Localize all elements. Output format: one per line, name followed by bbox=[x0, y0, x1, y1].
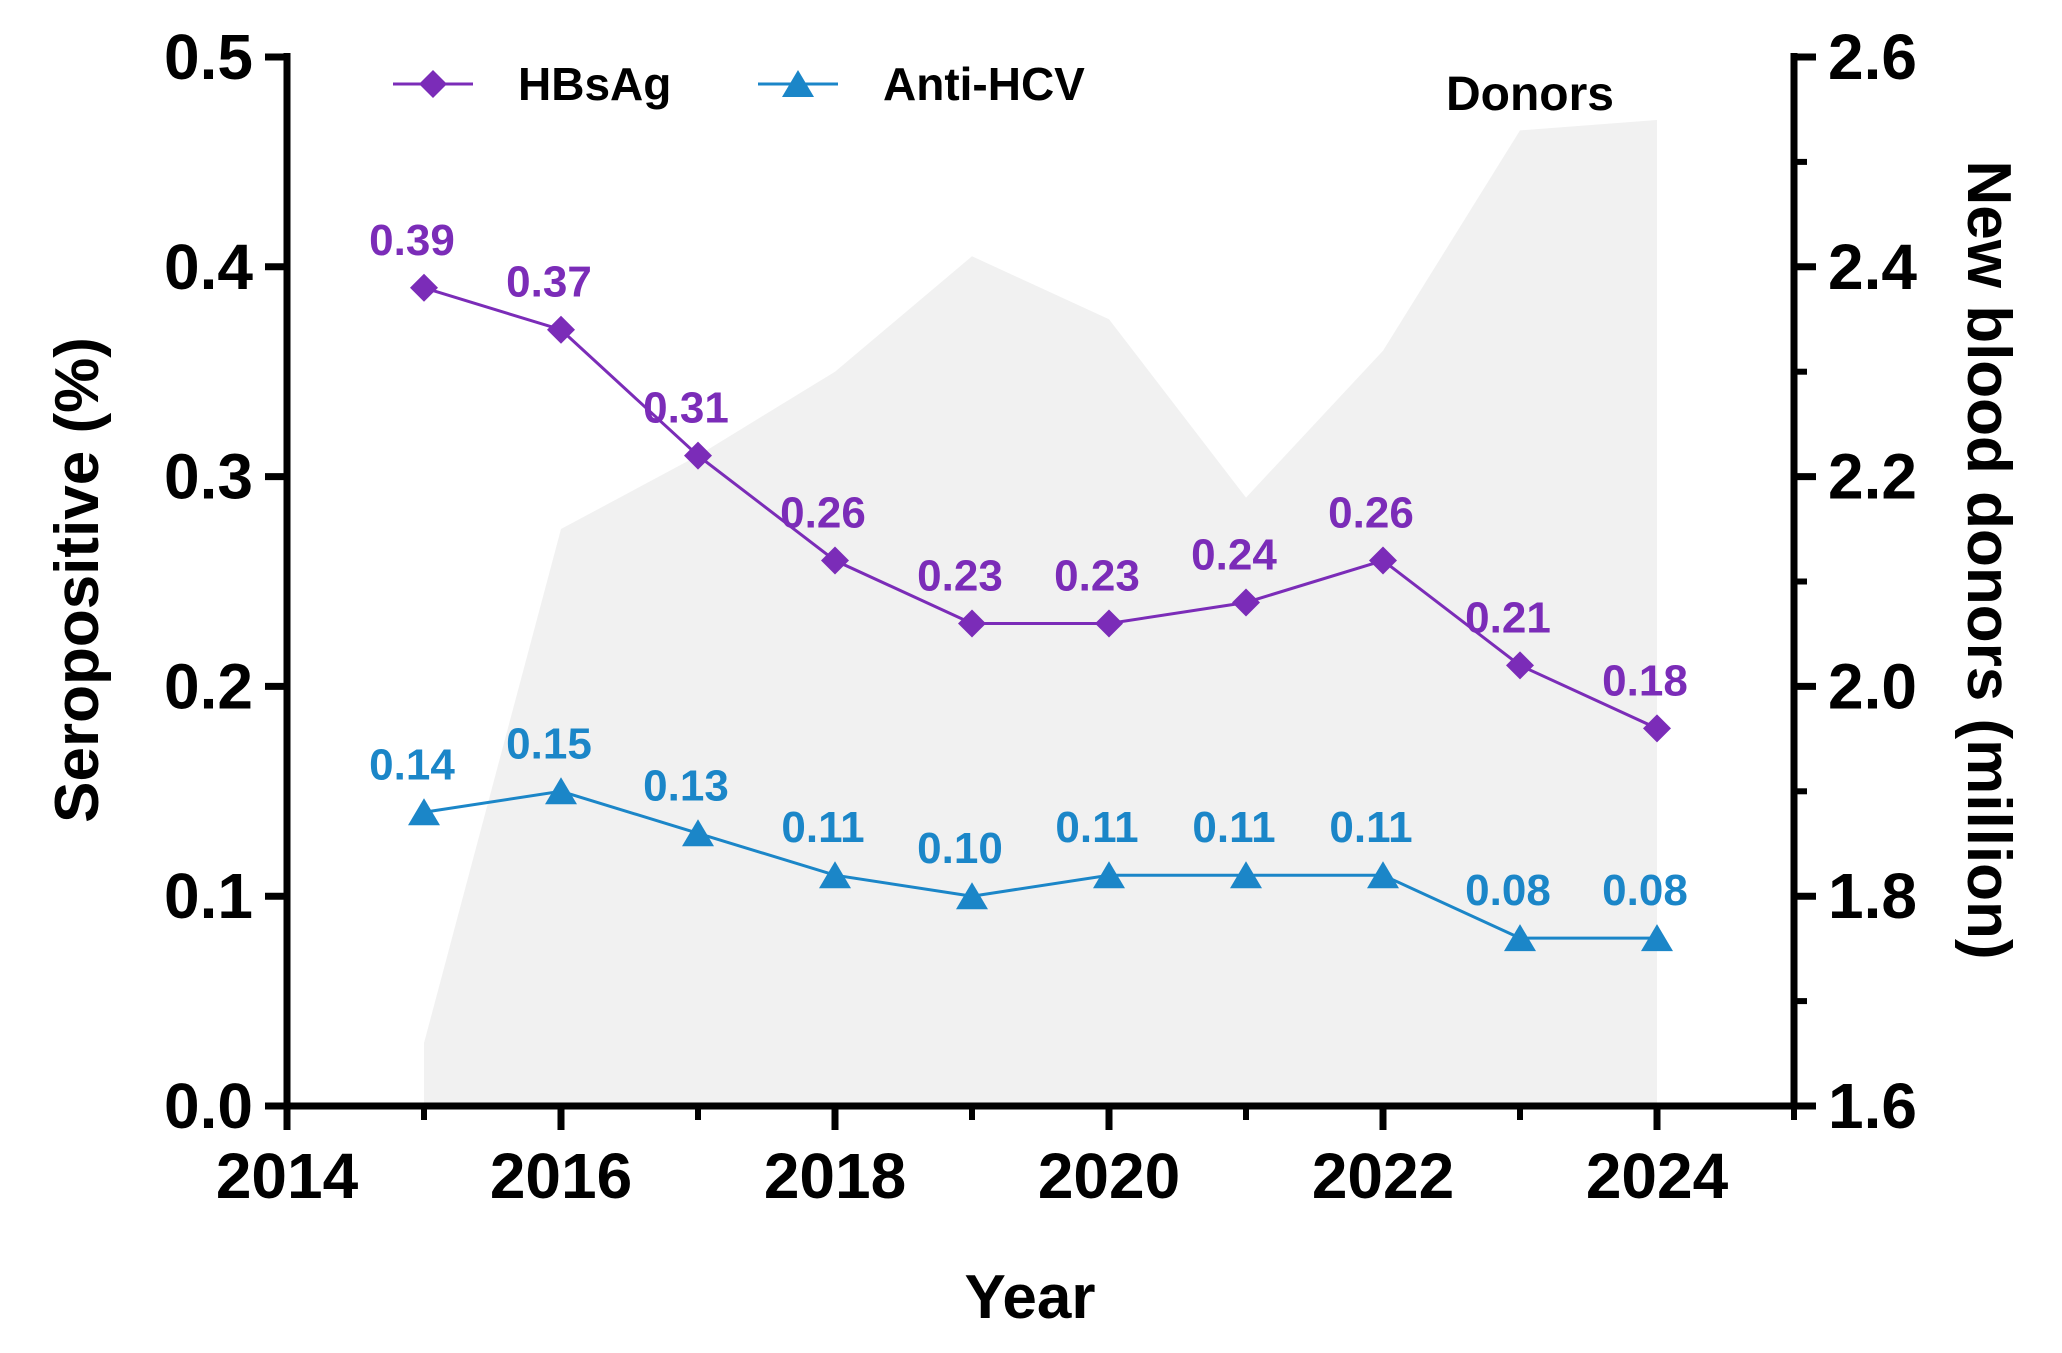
anti-hcv-data-label: 0.10 bbox=[917, 824, 1003, 873]
anti-hcv-data-label: 0.08 bbox=[1465, 866, 1551, 915]
hbsag-data-label: 0.18 bbox=[1602, 656, 1688, 705]
hbsag-data-label: 0.37 bbox=[506, 258, 592, 307]
anti-hcv-point bbox=[1093, 861, 1125, 889]
x-tick-label: 2016 bbox=[490, 1140, 632, 1212]
legend-anti-hcv-marker bbox=[782, 70, 814, 97]
hbsag-point bbox=[958, 609, 986, 638]
hbsag-line bbox=[423, 286, 1658, 730]
y2-tick-label: 1.6 bbox=[1828, 1070, 1917, 1142]
hbsag-data-label: 0.23 bbox=[917, 551, 1003, 600]
y-tick-label: 0.4 bbox=[164, 231, 253, 303]
hbsag-point bbox=[1369, 546, 1397, 575]
donors-area-label: Donors bbox=[1446, 68, 1614, 121]
anti-hcv-point bbox=[1230, 861, 1262, 889]
x-tick-label: 2014 bbox=[216, 1140, 359, 1212]
anti-hcv-point bbox=[819, 861, 851, 889]
x-tick-label: 2020 bbox=[1038, 1140, 1180, 1212]
hbsag-data-label: 0.21 bbox=[1465, 593, 1551, 642]
legend-hbsag-marker bbox=[419, 70, 447, 98]
hbsag-data-label: 0.24 bbox=[1191, 530, 1277, 579]
y2-tick-label: 1.8 bbox=[1828, 860, 1917, 932]
anti-hcv-data-label: 0.11 bbox=[781, 803, 864, 852]
hbsag-point bbox=[1506, 651, 1534, 680]
hbsag-point bbox=[821, 546, 849, 575]
x-tick-label: 2018 bbox=[764, 1140, 906, 1212]
anti-hcv-data-label: 0.14 bbox=[369, 740, 455, 789]
x-axis-title: Year bbox=[964, 1263, 1095, 1332]
hbsag-point bbox=[684, 441, 712, 470]
anti-hcv-point bbox=[1641, 924, 1673, 952]
y2-tick-label: 2.2 bbox=[1828, 441, 1917, 513]
hbsag-data-label: 0.31 bbox=[643, 384, 729, 433]
hbsag-data-label: 0.23 bbox=[1054, 551, 1140, 600]
anti-hcv-data-label: 0.11 bbox=[1192, 803, 1275, 852]
anti-hcv-data-label: 0.15 bbox=[506, 719, 592, 768]
hbsag-point bbox=[1232, 588, 1260, 617]
axes bbox=[265, 53, 1816, 1130]
y-tick-label: 0.0 bbox=[164, 1070, 253, 1142]
anti-hcv-line bbox=[423, 789, 1657, 940]
anti-hcv-point bbox=[1504, 924, 1536, 952]
hbsag-data-label: 0.26 bbox=[780, 489, 866, 538]
anti-hcv-point bbox=[545, 777, 577, 805]
anti-hcv-data-label: 0.11 bbox=[1329, 803, 1412, 852]
hbsag-point bbox=[410, 273, 438, 302]
anti-hcv-data-label: 0.13 bbox=[643, 761, 729, 810]
anti-hcv-data-label: 0.11 bbox=[1055, 803, 1138, 852]
x-tick-label: 2024 bbox=[1586, 1140, 1729, 1212]
hbsag-point bbox=[1643, 714, 1671, 743]
hbsag-point bbox=[1095, 609, 1123, 638]
x-tick-label: 2022 bbox=[1312, 1140, 1454, 1212]
hbsag-point bbox=[547, 315, 575, 344]
anti-hcv-point bbox=[1367, 861, 1399, 889]
anti-hcv-point bbox=[956, 882, 988, 910]
legend-anti-hcv-label: Anti-HCV bbox=[883, 58, 1085, 110]
y-tick-label: 0.3 bbox=[164, 441, 253, 513]
y-tick-label: 0.2 bbox=[164, 650, 253, 722]
legend-hbsag-label: HBsAg bbox=[518, 58, 671, 110]
donors-area-layer bbox=[424, 119, 1657, 1106]
legend: HBsAg Anti-HCV bbox=[393, 58, 1085, 110]
y-tick-label: 0.1 bbox=[164, 860, 253, 932]
y2-axis-title: New blood donors (million) bbox=[1954, 160, 2023, 959]
series-layer: 0.39 0.37 0.31 0.26 0.23 0.23 0.24 0.26 0.21 0.18… bbox=[369, 216, 1688, 952]
tick-labels: 0.0 0.1 0.2 0.3 0.4 0.5 1.6 1.8 2.0 2.2 2.4 2.6 2014… bbox=[164, 21, 1917, 1212]
y2-tick-label: 2.6 bbox=[1828, 21, 1917, 93]
anti-hcv-point bbox=[682, 819, 714, 847]
y-tick-label: 0.5 bbox=[164, 21, 253, 93]
anti-hcv-point bbox=[408, 798, 440, 826]
y-axis-title: Seropositive (%) bbox=[43, 337, 112, 823]
y2-tick-label: 2.0 bbox=[1828, 650, 1917, 722]
donors-area bbox=[424, 119, 1657, 1106]
y2-tick-label: 2.4 bbox=[1828, 231, 1917, 303]
anti-hcv-data-label: 0.08 bbox=[1602, 866, 1688, 915]
hbsag-data-label: 0.39 bbox=[369, 216, 455, 265]
hbsag-data-label: 0.26 bbox=[1328, 489, 1414, 538]
